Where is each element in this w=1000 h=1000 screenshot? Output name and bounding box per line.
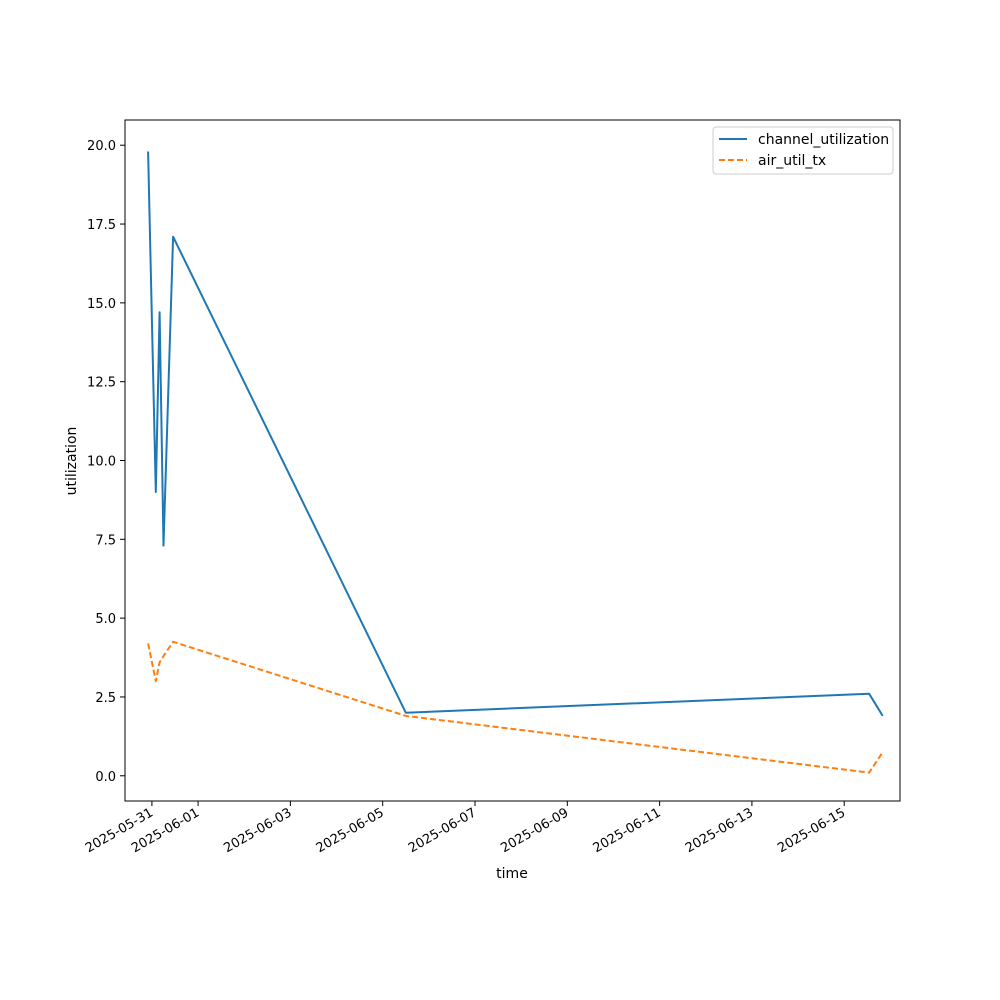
legend-label-air_util_tx: air_util_tx (758, 153, 826, 169)
y-tick-label: 20.0 (87, 139, 116, 154)
y-tick-label: 7.5 (95, 533, 116, 548)
y-tick-label: 17.5 (87, 218, 116, 233)
y-axis-label: utilization (64, 427, 80, 496)
legend-label-channel_utilization: channel_utilization (758, 132, 889, 148)
y-tick-label: 5.0 (95, 612, 116, 627)
series-line-channel_utilization (147, 151, 884, 717)
y-tick-label: 0.0 (95, 770, 116, 785)
y-tick-label: 12.5 (87, 376, 116, 391)
y-tick-label: 2.5 (95, 691, 116, 706)
series-lines (147, 151, 884, 774)
y-tick-label: 10.0 (87, 455, 116, 470)
x-axis-label: time (496, 866, 528, 882)
y-axis-ticks: 0.0 2.5 5.0 7.5 10.0 12.5 15.0 17.5 20.0 (87, 139, 125, 785)
legend-box (712, 126, 894, 175)
series-line-air_util_tx (147, 640, 884, 774)
legend: channel_utilization air_util_tx (712, 126, 894, 175)
y-tick-label: 15.0 (87, 297, 116, 312)
